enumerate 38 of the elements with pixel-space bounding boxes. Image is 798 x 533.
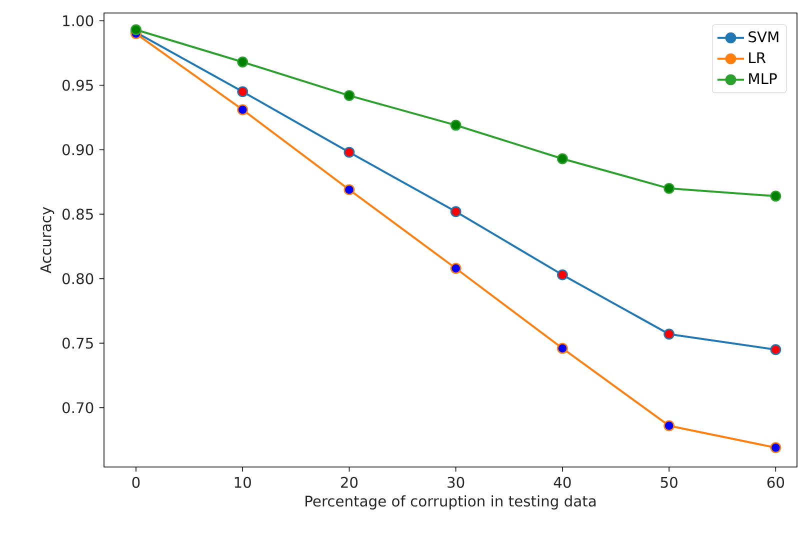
y-axis-title: Accuracy [40, 206, 54, 274]
x-tick-label: 30 [448, 476, 464, 488]
point [770, 442, 782, 454]
point [237, 86, 248, 98]
y-tick-label: 0.95 [62, 80, 93, 91]
point [130, 24, 142, 36]
x-axis-title: Percentage of corruption in testing data [306, 495, 596, 510]
legend-label: SVM [748, 31, 778, 42]
y-tick-label: 0.90 [62, 144, 94, 156]
x-tick-label: 40 [554, 476, 571, 488]
x-tick-label: 20 [340, 476, 358, 488]
legend-label: MLP [749, 73, 777, 84]
point [450, 206, 462, 218]
x-tick-label: 50 [660, 476, 678, 488]
point [237, 56, 248, 68]
point [664, 420, 675, 432]
y-tick-label: 1.00 [63, 15, 94, 26]
point [770, 190, 782, 202]
point [556, 342, 568, 354]
point [344, 90, 355, 102]
point [770, 344, 782, 356]
point [344, 146, 355, 158]
point [664, 328, 675, 340]
y-tick-label: 0.70 [62, 402, 94, 414]
x-tick-label: 0 [132, 476, 140, 488]
point [556, 153, 568, 164]
x-tick-label: 10 [234, 476, 251, 488]
point [450, 262, 462, 274]
point [664, 182, 675, 194]
x-tick-label: 60 [767, 476, 784, 488]
y-tick-label: 0.85 [62, 208, 93, 220]
legend-label: LR [749, 52, 766, 64]
y-tick-label: 0.75 [62, 338, 93, 349]
point [556, 269, 568, 280]
point [450, 120, 462, 131]
point [237, 104, 248, 116]
y-tick-label: 0.80 [62, 273, 94, 284]
point [344, 184, 355, 196]
